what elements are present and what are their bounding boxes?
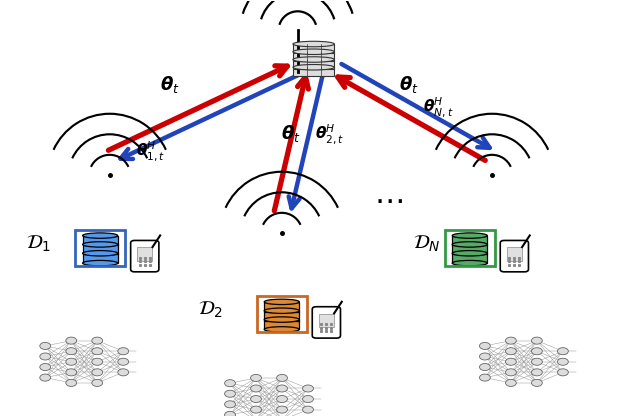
FancyBboxPatch shape [264,302,300,311]
FancyBboxPatch shape [83,253,118,263]
Ellipse shape [264,299,300,304]
Text: $\mathcal{D}_N$: $\mathcal{D}_N$ [413,234,441,254]
FancyBboxPatch shape [293,52,334,61]
Circle shape [531,337,542,344]
Circle shape [66,348,77,355]
Circle shape [557,348,568,355]
Circle shape [40,364,51,371]
Circle shape [276,385,287,392]
Ellipse shape [83,251,118,256]
FancyBboxPatch shape [452,236,487,246]
Circle shape [92,337,102,344]
Ellipse shape [293,57,334,62]
Text: $\mathcal{D}_1$: $\mathcal{D}_1$ [26,234,51,254]
Circle shape [40,342,51,349]
Circle shape [40,374,51,381]
Circle shape [531,369,542,376]
Ellipse shape [83,233,118,238]
Circle shape [531,348,542,355]
Circle shape [225,401,236,408]
Circle shape [225,390,236,397]
Ellipse shape [83,261,118,266]
Text: $\boldsymbol{\theta}^H_{N,t}$: $\boldsymbol{\theta}^H_{N,t}$ [422,95,453,119]
Ellipse shape [264,327,300,332]
Circle shape [225,411,236,417]
Circle shape [557,358,568,365]
Circle shape [251,374,261,382]
Circle shape [66,337,77,344]
Circle shape [479,364,490,371]
Text: $\boldsymbol{\theta}^H_{1,t}$: $\boldsymbol{\theta}^H_{1,t}$ [136,139,166,163]
FancyBboxPatch shape [500,241,529,272]
Circle shape [479,374,490,381]
Ellipse shape [452,242,487,247]
FancyBboxPatch shape [293,44,334,53]
FancyBboxPatch shape [452,253,487,263]
Ellipse shape [83,242,118,247]
FancyBboxPatch shape [312,307,340,338]
Text: $\boldsymbol{\theta}_t$: $\boldsymbol{\theta}_t$ [282,123,301,144]
Ellipse shape [452,233,487,238]
Ellipse shape [293,65,334,70]
Circle shape [479,353,490,360]
Circle shape [531,358,542,365]
Circle shape [557,369,568,376]
FancyBboxPatch shape [83,236,118,246]
Circle shape [92,358,102,365]
Circle shape [276,374,287,382]
Circle shape [479,342,490,349]
Circle shape [66,358,77,365]
Text: $\boldsymbol{\theta}_t$: $\boldsymbol{\theta}_t$ [160,74,180,95]
Ellipse shape [452,261,487,266]
Circle shape [92,348,102,355]
Circle shape [506,348,516,355]
Circle shape [118,369,129,376]
Ellipse shape [264,317,300,322]
Circle shape [225,379,236,387]
Ellipse shape [293,41,334,47]
FancyBboxPatch shape [264,311,300,321]
FancyBboxPatch shape [452,244,487,254]
FancyBboxPatch shape [131,241,159,272]
FancyBboxPatch shape [264,319,300,329]
Circle shape [303,395,314,402]
Ellipse shape [264,308,300,314]
Circle shape [531,379,542,387]
Circle shape [251,395,261,402]
Circle shape [303,385,314,392]
FancyBboxPatch shape [137,247,152,261]
Circle shape [506,358,516,365]
Text: $\cdots$: $\cdots$ [374,185,403,216]
Circle shape [506,379,516,387]
Ellipse shape [293,49,334,55]
Circle shape [276,406,287,413]
FancyBboxPatch shape [293,60,334,69]
Circle shape [118,348,129,355]
Text: $\mathcal{D}_2$: $\mathcal{D}_2$ [198,300,223,320]
Circle shape [92,379,102,387]
FancyBboxPatch shape [319,314,334,327]
Text: $\boldsymbol{\theta}_t$: $\boldsymbol{\theta}_t$ [399,74,419,95]
Circle shape [92,369,102,376]
Circle shape [506,337,516,344]
Ellipse shape [452,251,487,256]
Circle shape [506,369,516,376]
Circle shape [66,379,77,387]
Text: $\boldsymbol{\theta}^H_{2,t}$: $\boldsymbol{\theta}^H_{2,t}$ [316,122,345,146]
Circle shape [251,406,261,413]
FancyBboxPatch shape [293,67,334,76]
Circle shape [118,358,129,365]
FancyBboxPatch shape [507,247,522,261]
Circle shape [251,385,261,392]
Circle shape [40,353,51,360]
Circle shape [276,395,287,402]
Circle shape [66,369,77,376]
FancyBboxPatch shape [83,244,118,254]
Circle shape [303,406,314,413]
